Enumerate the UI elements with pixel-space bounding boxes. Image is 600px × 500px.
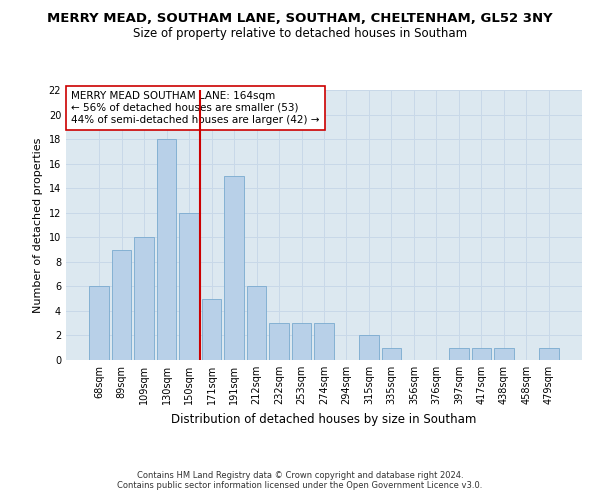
- Text: Contains HM Land Registry data © Crown copyright and database right 2024.
Contai: Contains HM Land Registry data © Crown c…: [118, 470, 482, 490]
- Bar: [247, 286, 266, 360]
- Text: Size of property relative to detached houses in Southam: Size of property relative to detached ho…: [133, 28, 467, 40]
- Bar: [202, 298, 221, 360]
- Bar: [89, 286, 109, 360]
- Bar: [224, 176, 244, 360]
- Text: MERRY MEAD SOUTHAM LANE: 164sqm
← 56% of detached houses are smaller (53)
44% of: MERRY MEAD SOUTHAM LANE: 164sqm ← 56% of…: [71, 92, 320, 124]
- Bar: [134, 238, 154, 360]
- Bar: [314, 323, 334, 360]
- Bar: [494, 348, 514, 360]
- Bar: [112, 250, 131, 360]
- Bar: [359, 336, 379, 360]
- Bar: [382, 348, 401, 360]
- Text: MERRY MEAD, SOUTHAM LANE, SOUTHAM, CHELTENHAM, GL52 3NY: MERRY MEAD, SOUTHAM LANE, SOUTHAM, CHELT…: [47, 12, 553, 26]
- Bar: [292, 323, 311, 360]
- Bar: [157, 139, 176, 360]
- Bar: [179, 212, 199, 360]
- Bar: [472, 348, 491, 360]
- X-axis label: Distribution of detached houses by size in Southam: Distribution of detached houses by size …: [172, 412, 476, 426]
- Bar: [269, 323, 289, 360]
- Bar: [539, 348, 559, 360]
- Y-axis label: Number of detached properties: Number of detached properties: [33, 138, 43, 312]
- Bar: [449, 348, 469, 360]
